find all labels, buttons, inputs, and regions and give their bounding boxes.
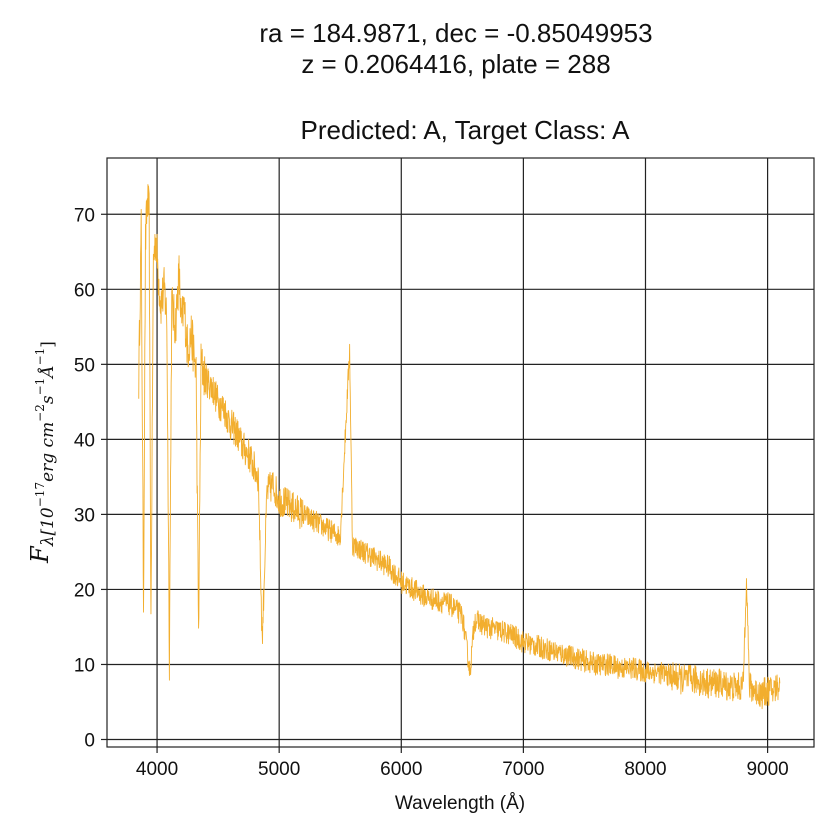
x-tick-label: 4000: [136, 759, 178, 780]
x-tick-label: 5000: [258, 759, 300, 780]
y-tick-label: 60: [74, 280, 95, 301]
x-tick-label: 8000: [624, 759, 666, 780]
grid-lines: [107, 158, 814, 747]
chart-subtitle: Predicted: A, Target Class: A: [300, 115, 630, 145]
x-tick-label: 7000: [502, 759, 544, 780]
chart-title-line-1: ra = 184.9871, dec = -0.85049953: [259, 18, 652, 48]
x-axis-label: Wavelength (Å): [395, 793, 525, 814]
spectrum-line: [138, 184, 781, 710]
chart-title-line-2: z = 0.2064416, plate = 288: [301, 49, 610, 79]
plot-frame: [106, 157, 815, 748]
x-tick-label: 6000: [380, 759, 422, 780]
y-tick-label: 30: [74, 505, 95, 526]
plot-area: 4000 5000 6000 7000 8000 9000 0 10 20 30 40 50 60 70: [74, 157, 815, 780]
y-tick-label: 50: [74, 355, 95, 376]
y-tick-label: 70: [74, 205, 95, 226]
y-axis-ticks: 0 10 20 30 40 50 60 70: [74, 205, 107, 751]
y-tick-label: 10: [74, 655, 95, 676]
y-tick-label: 20: [74, 580, 95, 601]
y-axis-label: Fλ[10−17erg cm−2s−1Å−1]: [26, 341, 58, 564]
x-axis-ticks: 4000 5000 6000 7000 8000 9000: [136, 747, 789, 780]
series-layer: [138, 184, 781, 710]
x-tick-label: 9000: [746, 759, 788, 780]
y-tick-label: 0: [84, 730, 95, 751]
y-tick-label: 40: [74, 430, 95, 451]
